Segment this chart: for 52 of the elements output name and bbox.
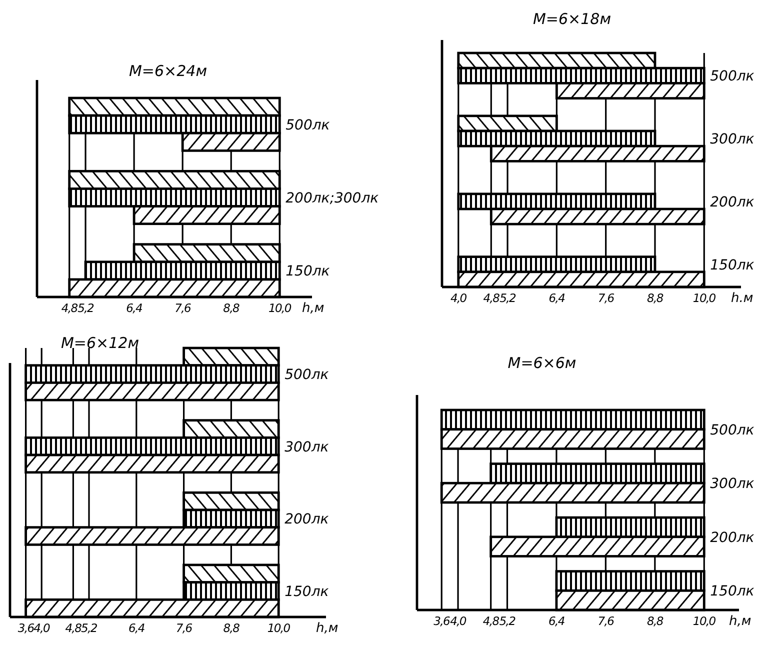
x-tick-label: 6,4 [128, 621, 145, 635]
y-tick-label: 500лк [710, 422, 755, 438]
x-tick-label: 3,6 [434, 614, 450, 628]
x-tick-label: 4,8 [65, 621, 82, 635]
x-tick-label: 8,8 [646, 614, 664, 628]
x-tick-label: 3,6 [18, 621, 34, 635]
chart-title: M=6×24м [128, 62, 208, 80]
y-tick-label: 150лк [710, 584, 755, 600]
y-tick-label: 150лк [710, 257, 755, 274]
x-tick-label: 4,0 [450, 291, 467, 305]
x-tick-label: 6,4 [548, 291, 566, 305]
x-tick-label: 7,6 [598, 291, 614, 305]
x-tick-label: 4,8 [61, 301, 78, 315]
x-tick-label: 7,6 [176, 621, 192, 635]
y-tick-label: 500лк [286, 117, 330, 134]
x-tick-label: 4,0 [450, 614, 466, 628]
x-tick-label: 7,6 [174, 301, 192, 315]
x-tick-label: 10,0 [267, 621, 290, 635]
x-tick-label: 4,8 [483, 291, 500, 305]
x-axis-title: h,м [316, 621, 338, 636]
x-tick-label: 10,0 [692, 614, 716, 628]
y-tick-label: 300лк [710, 132, 755, 148]
x-axis-title: h,м [302, 301, 324, 316]
x-tick-label: 10,0 [268, 301, 292, 315]
x-axis-title: h,м [729, 614, 752, 629]
x-tick-label: 4,8 [482, 614, 500, 628]
y-tick-label: 500лк [710, 68, 755, 85]
x-tick-label: 6,4 [548, 614, 565, 628]
y-tick-label: 150лк [284, 584, 330, 600]
x-axis-title: h.м [731, 291, 754, 306]
y-tick-label: 300лк [284, 439, 330, 456]
x-tick-label: 8,8 [223, 621, 240, 635]
y-tick-label: 200лк [710, 194, 755, 210]
x-tick-label: 4,0 [34, 621, 50, 635]
x-tick-label: 6,4 [126, 301, 142, 315]
x-tick-label: 10,0 [692, 291, 716, 305]
chart-title: M=6×12м [60, 334, 140, 352]
y-tick-label: 200лк;300лк [286, 190, 380, 206]
x-tick-label: 7,6 [598, 614, 614, 628]
chart-title: M=6×18м [532, 10, 612, 28]
chart-title: M=6×6м [508, 354, 576, 372]
y-tick-label: 200лк [284, 512, 330, 528]
y-tick-label: 200лк [710, 530, 755, 546]
x-tick-label: 8,8 [647, 291, 664, 305]
x-tick-label: 5,2 [78, 301, 94, 315]
x-tick-label: 5,2 [500, 291, 516, 305]
x-tick-label: 8,8 [223, 301, 240, 315]
x-tick-label: 5,2 [499, 614, 516, 628]
y-tick-label: 150лк [286, 264, 330, 280]
y-tick-label: 300лк [710, 476, 755, 492]
y-tick-label: 500лк [284, 367, 330, 384]
x-tick-label: 5,2 [81, 621, 98, 635]
